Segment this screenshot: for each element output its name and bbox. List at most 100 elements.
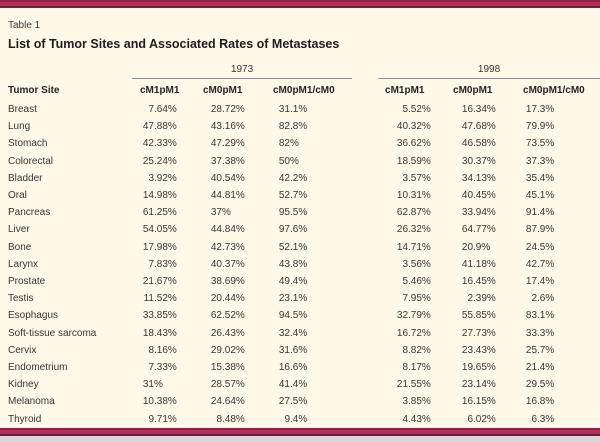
column-header-cm0pm1-cm0: cM0pM1/cM0 (523, 85, 585, 96)
table-row: Colorectal 25.24% 37.38% 50% 18.59% 30.37% 37.… (8, 153, 600, 170)
rate-value: 41.18% (461, 258, 496, 270)
rate-value: 43.16% (210, 121, 245, 133)
rate-value: 37.38% (210, 155, 245, 167)
tumor-site-name: Esophagus (8, 310, 59, 322)
table-row: Soft-tissue sarcoma 18.43% 26.43% 32.4% 16.7… (8, 325, 600, 342)
row-gap (352, 393, 378, 410)
metastases-table: 1973 1998 Tumor Site cM1pM1 cM0pM1 cM0pM1/… (8, 56, 600, 428)
tumor-site-name: Breast (8, 104, 37, 115)
tumor-site-name: Pancreas (8, 207, 51, 219)
row-gap (352, 135, 378, 152)
rate-value: 8.17% (402, 362, 431, 374)
tumor-site-name: Soft-tissue sarcoma (8, 327, 97, 339)
rate-value: 10.38% (142, 396, 177, 408)
rate-value: 40.45% (461, 190, 496, 202)
top-rule (0, 0, 600, 8)
tumor-site-name: Oral (8, 190, 27, 202)
rate-value: 55.85% (461, 310, 496, 322)
row-gap (352, 153, 378, 170)
rate-value: 82.8% (278, 121, 308, 133)
row-gap (352, 376, 378, 393)
tumor-site-name: Thyroid (8, 413, 42, 425)
rate-value: 37.3% (525, 155, 555, 167)
bottom-rule (0, 427, 600, 436)
row-gap (352, 411, 378, 428)
rate-value: 5.52% (402, 104, 431, 115)
rate-value: 50% (278, 155, 299, 167)
row-gap (352, 118, 378, 135)
rate-value: 3.56% (402, 258, 431, 270)
rate-value: 31.1% (278, 104, 308, 115)
table-row: Liver 54.05% 44.84% 97.6% 26.32% 64.77% 87.9% (8, 221, 600, 238)
table-row: Testis 11.52% 20.44% 23.1% 7.95% 2.39% 2.6% (8, 290, 600, 307)
rate-value: 26.32% (396, 224, 431, 236)
rate-value: 7.95% (402, 293, 431, 305)
rate-value: 95.5% (278, 207, 308, 219)
row-gap (352, 170, 378, 187)
table-content: Table 1 List of Tumor Sites and Associat… (0, 8, 600, 428)
rate-value: 25.7% (525, 344, 555, 356)
rate-value: 49.4% (278, 276, 308, 288)
year-group-gap (352, 56, 378, 79)
rate-value: 6.02% (467, 413, 496, 425)
rate-value: 32.79% (396, 310, 431, 322)
column-header-cm1pm1: cM1pM1 (140, 85, 180, 96)
rate-value: 9.71% (148, 413, 177, 425)
row-gap (352, 325, 378, 342)
rate-value: 16.6% (278, 362, 308, 374)
rate-value: 35.4% (525, 172, 555, 184)
rate-value: 40.37% (210, 258, 245, 270)
table-label: Table 1 (8, 20, 41, 31)
rate-value: 6.3% (531, 413, 555, 425)
rate-value: 34.13% (461, 172, 496, 184)
year-group-1998: 1998 (378, 56, 600, 79)
table-row: Pancreas 61.25% 37% 95.5% 62.87% 33.94% 91.4% (8, 204, 600, 221)
rate-value: 8.48% (216, 413, 245, 425)
rate-value: 28.57% (210, 379, 245, 391)
rate-value: 7.83% (148, 258, 177, 270)
rate-value: 8.82% (402, 344, 431, 356)
year-header-row: 1973 1998 (8, 56, 600, 79)
rate-value: 10.31% (396, 190, 431, 202)
tumor-site-name: Liver (8, 224, 30, 236)
row-gap (352, 290, 378, 307)
rate-value: 38.69% (210, 276, 245, 288)
rate-value: 79.9% (525, 121, 555, 133)
rate-value: 45.1% (525, 190, 555, 202)
rate-value: 40.54% (210, 172, 245, 184)
rate-value: 16.34% (461, 104, 496, 115)
tumor-site-name: Bone (8, 241, 32, 253)
rate-value: 14.71% (396, 241, 431, 253)
row-gap (352, 204, 378, 221)
tumor-site-name: Melanoma (8, 396, 55, 408)
rate-value: 11.52% (143, 293, 177, 305)
row-gap (352, 221, 378, 238)
rate-value: 27.5% (278, 396, 308, 408)
table-row: Endometrium 7.33% 15.38% 16.6% 8.17% 19.65% 21… (8, 359, 600, 376)
rate-value: 3.57% (402, 172, 431, 184)
year-group-1973: 1973 (132, 56, 353, 79)
rate-value: 33.85% (142, 310, 177, 322)
rate-value: 91.4% (525, 207, 555, 219)
row-gap (352, 342, 378, 359)
rate-value: 8.16% (148, 344, 177, 356)
rate-value: 29.02% (210, 344, 245, 356)
rate-value: 61.25% (142, 207, 177, 219)
rate-value: 19.65% (461, 362, 496, 374)
column-header-tumor-site: Tumor Site (8, 85, 60, 96)
rate-value: 24.64% (210, 396, 245, 408)
column-header-cm1pm1: cM1pM1 (385, 85, 425, 96)
tumor-site-name: Testis (8, 293, 34, 305)
rate-value: 42.73% (210, 241, 245, 253)
tumor-site-name: Larynx (8, 258, 39, 270)
table-row: Lung 47.88% 43.16% 82.8% 40.32% 47.68% 79.9% (8, 118, 600, 135)
rate-value: 7.33% (148, 362, 177, 374)
table-row: Bladder 3.92% 40.54% 42.2% 3.57% 34.13% 35.4% (8, 170, 600, 187)
rate-value: 21.4% (525, 362, 555, 374)
rate-value: 23.1% (278, 293, 308, 305)
column-header-cm0pm1: cM0pM1 (203, 85, 243, 96)
rate-value: 16.15% (461, 396, 496, 408)
rate-value: 52.1% (278, 241, 308, 253)
rate-value: 20.9% (461, 241, 491, 253)
table-row: Oral 14.98% 44.81% 52.7% 10.31% 40.45% 45.1% (8, 187, 600, 204)
